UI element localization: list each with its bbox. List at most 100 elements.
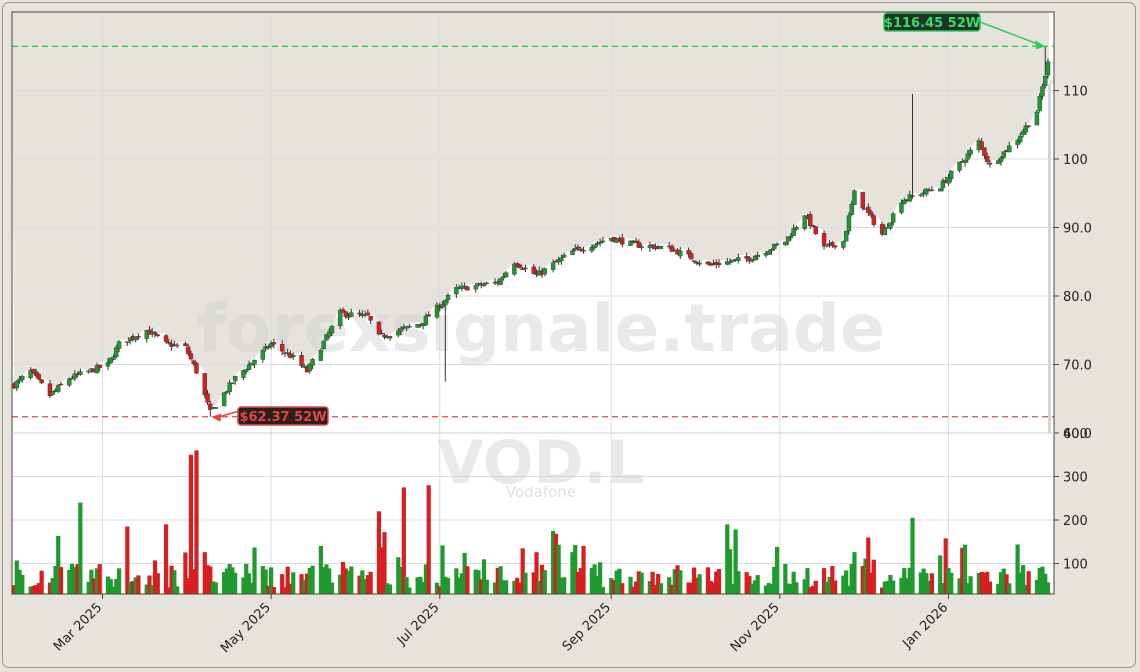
candle-body	[813, 226, 818, 234]
volume-bar	[708, 580, 713, 594]
volume-bar	[902, 568, 907, 594]
candle-body	[570, 250, 575, 255]
volume-bar	[1004, 574, 1009, 594]
volume-bar	[672, 569, 677, 594]
volume-bar	[1045, 582, 1051, 594]
candle-body	[67, 378, 72, 386]
volume-bar	[791, 571, 796, 594]
volume-bar	[592, 564, 597, 594]
candle-body	[1020, 131, 1026, 135]
candle-body	[227, 382, 232, 392]
volume-bar	[47, 582, 53, 594]
volume-bar	[36, 583, 41, 594]
candle-body	[882, 227, 888, 236]
volume-bar	[398, 566, 404, 594]
candle-body	[832, 245, 838, 248]
candle-body	[888, 222, 893, 229]
candle-body	[614, 238, 619, 243]
candle-body	[868, 211, 874, 216]
volume-bar	[631, 586, 636, 594]
candle-body	[658, 246, 664, 249]
price-tick-label: 110	[1063, 85, 1088, 100]
candle-body	[105, 361, 111, 367]
volume-bar	[108, 579, 113, 594]
volume-bar	[166, 587, 171, 594]
volume-bar	[327, 568, 332, 594]
volume-bar	[271, 587, 276, 594]
candle-body	[678, 250, 683, 257]
volume-bar	[75, 564, 80, 594]
candle-body	[791, 228, 796, 236]
candle-body	[28, 369, 33, 378]
candle-body	[379, 332, 384, 335]
volume-bar	[658, 583, 664, 594]
candle-body	[307, 363, 313, 372]
volume-bar	[705, 567, 711, 594]
volume-bar	[827, 576, 832, 594]
high-arrowhead	[1035, 40, 1046, 50]
volume-bar	[114, 578, 119, 594]
volume-bar	[868, 572, 874, 594]
candle-body	[957, 161, 962, 171]
volume-bar	[1040, 566, 1045, 594]
volume-bar	[802, 579, 807, 594]
candle-body	[415, 324, 420, 328]
candle-body	[965, 153, 971, 160]
volume-bar	[786, 583, 791, 594]
candle-body	[772, 243, 777, 250]
candle-body	[266, 346, 271, 348]
candle-body	[996, 160, 1001, 164]
candle-body	[454, 286, 459, 295]
candle-body	[116, 341, 122, 349]
volume-bar	[241, 577, 246, 594]
volume-bar	[968, 576, 973, 594]
volume-bar	[479, 579, 484, 594]
volume-bar	[418, 576, 423, 594]
volume-bar	[476, 570, 481, 594]
candle-body	[213, 407, 219, 409]
volume-bar	[805, 568, 810, 594]
volume-bar	[628, 576, 633, 594]
volume-bar	[965, 583, 970, 594]
candle-body	[984, 155, 990, 162]
volume-bar	[421, 581, 426, 594]
candle-body	[188, 353, 194, 360]
volume-bar	[794, 582, 799, 594]
time-tick-label: Sep 2025	[560, 600, 614, 654]
volume-bar	[675, 565, 680, 594]
volume-bar	[136, 575, 141, 594]
volume-bar	[324, 564, 329, 594]
volume-bar	[291, 572, 296, 594]
candle-body	[849, 203, 854, 215]
volume-bar	[711, 582, 716, 594]
candle-body	[949, 170, 954, 179]
candle-body	[755, 254, 760, 257]
volume-bar	[910, 517, 915, 594]
volume-bar	[769, 584, 774, 594]
volume-bar	[924, 573, 929, 594]
volume-bar	[562, 577, 567, 594]
volume-bar	[927, 580, 932, 594]
low-arrowhead	[211, 413, 222, 422]
volume-bar	[609, 578, 614, 594]
volume-bar	[329, 582, 335, 594]
candle-body	[230, 382, 235, 384]
candle-body	[484, 282, 489, 285]
candle-body	[597, 241, 603, 244]
volume-bar	[150, 584, 155, 594]
volume-bar	[987, 581, 993, 594]
candle-body	[39, 379, 44, 384]
candle-body	[940, 180, 946, 189]
candle-body	[968, 149, 973, 155]
volume-bar	[575, 571, 581, 594]
volume-bar	[714, 571, 719, 594]
volume-bar	[943, 538, 948, 594]
candle-body	[924, 188, 929, 195]
candle-body	[890, 213, 896, 223]
volume-bar	[97, 564, 102, 594]
volume-bar	[188, 454, 194, 594]
candle-body	[72, 373, 78, 379]
volume-bar	[269, 567, 274, 594]
volume-bar	[368, 571, 373, 594]
volume-bar	[871, 559, 876, 594]
